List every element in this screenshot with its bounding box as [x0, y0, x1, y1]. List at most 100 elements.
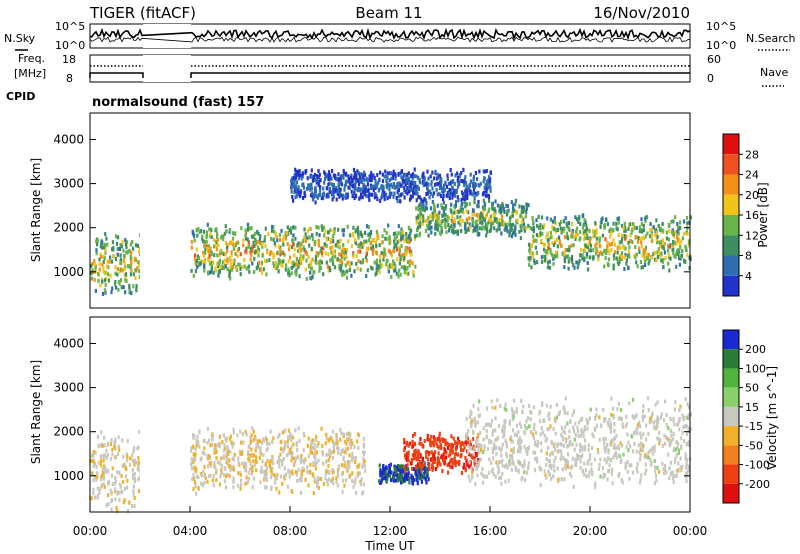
echo-cell: [279, 247, 282, 252]
echo-cell: [325, 459, 328, 464]
echo-cell: [224, 485, 228, 490]
echo-cell: [608, 425, 612, 430]
echo-cell: [515, 468, 518, 473]
echo-cell: [607, 450, 610, 455]
echo-cell: [448, 453, 451, 458]
echo-cell: [362, 258, 365, 262]
echo-cell: [382, 465, 385, 470]
echo-cell: [217, 273, 220, 278]
power-data-layer: [90, 113, 692, 308]
echo-cell: [340, 253, 343, 258]
echo-cell: [442, 206, 445, 211]
velocity-x-axis-label: Time UT: [364, 539, 415, 553]
echo-cell: [302, 239, 305, 243]
echo-cell: [193, 257, 197, 262]
echo-cell: [614, 436, 617, 441]
echo-cell: [315, 251, 318, 256]
echo-cell: [458, 439, 461, 444]
echo-cell: [107, 265, 110, 270]
echo-cell: [395, 247, 399, 252]
echo-cell: [295, 193, 298, 198]
echo-cell: [654, 402, 657, 407]
echo-cell: [544, 438, 547, 443]
echo-cell: [193, 233, 196, 238]
echo-cell: [347, 239, 350, 244]
echo-cell: [587, 242, 590, 247]
echo-cell: [226, 245, 229, 250]
echo-cell: [306, 469, 309, 474]
echo-cell: [659, 226, 662, 231]
x-tick-label: 16:00: [473, 524, 508, 538]
echo-cell: [689, 412, 692, 417]
echo-cell: [571, 234, 574, 239]
echo-cell: [557, 449, 560, 454]
echo-cell: [273, 241, 276, 246]
echo-cell: [669, 428, 672, 433]
echo-cell: [315, 194, 318, 199]
echo-cell: [392, 259, 395, 264]
echo-cell: [202, 250, 205, 255]
echo-cell: [346, 460, 349, 464]
echo-cell: [253, 463, 256, 468]
echo-cell: [643, 414, 646, 419]
echo-cell: [415, 174, 418, 179]
echo-cell: [537, 214, 540, 219]
echo-cell: [243, 257, 246, 262]
echo-cell: [562, 456, 565, 461]
echo-cell: [357, 446, 360, 450]
echo-cell: [582, 429, 585, 434]
echo-cell: [598, 437, 601, 442]
echo-cell: [421, 179, 425, 184]
echo-cell: [286, 225, 289, 230]
echo-cell: [599, 457, 602, 462]
echo-cell: [224, 252, 227, 257]
echo-cell: [382, 186, 385, 191]
echo-cell: [539, 441, 542, 446]
echo-cell: [687, 429, 690, 434]
echo-cell: [575, 460, 578, 465]
echo-cell: [503, 406, 506, 411]
echo-cell: [635, 260, 638, 265]
echo-cell: [653, 425, 656, 430]
echo-cell: [654, 425, 657, 430]
echo-cell: [440, 437, 443, 442]
echo-cell: [119, 253, 122, 258]
echo-cell: [632, 222, 635, 226]
echo-cell: [503, 422, 506, 427]
echo-cell: [486, 183, 489, 188]
echo-cell: [324, 251, 327, 256]
echo-cell: [388, 467, 391, 471]
echo-cell: [269, 250, 272, 255]
echo-cell: [219, 249, 222, 254]
echo-cell: [431, 457, 434, 462]
echo-cell: [478, 450, 481, 455]
echo-cell: [483, 218, 486, 223]
echo-cell: [665, 230, 668, 235]
echo-cell: [247, 244, 251, 249]
echo-cell: [467, 474, 470, 479]
echo-cell: [594, 416, 597, 421]
echo-cell: [289, 230, 292, 235]
echo-cell: [448, 192, 451, 197]
echo-cell: [90, 276, 93, 281]
echo-cell: [509, 216, 512, 221]
echo-cell: [667, 223, 670, 227]
echo-cell: [644, 234, 647, 239]
echo-cell: [195, 443, 198, 448]
echo-cell: [209, 443, 212, 448]
echo-cell: [548, 472, 552, 477]
echo-cell: [307, 186, 310, 190]
echo-cell: [352, 225, 355, 230]
echo-cell: [663, 468, 667, 472]
echo-cell: [294, 262, 297, 267]
echo-cell: [664, 256, 667, 261]
echo-cell: [403, 172, 406, 177]
echo-cell: [425, 469, 428, 474]
echo-cell: [343, 171, 346, 176]
echo-cell: [610, 396, 613, 401]
echo-cell: [102, 269, 105, 274]
echo-cell: [680, 464, 683, 469]
echo-cell: [477, 464, 480, 468]
echo-cell: [304, 232, 307, 237]
echo-cell: [411, 444, 414, 449]
